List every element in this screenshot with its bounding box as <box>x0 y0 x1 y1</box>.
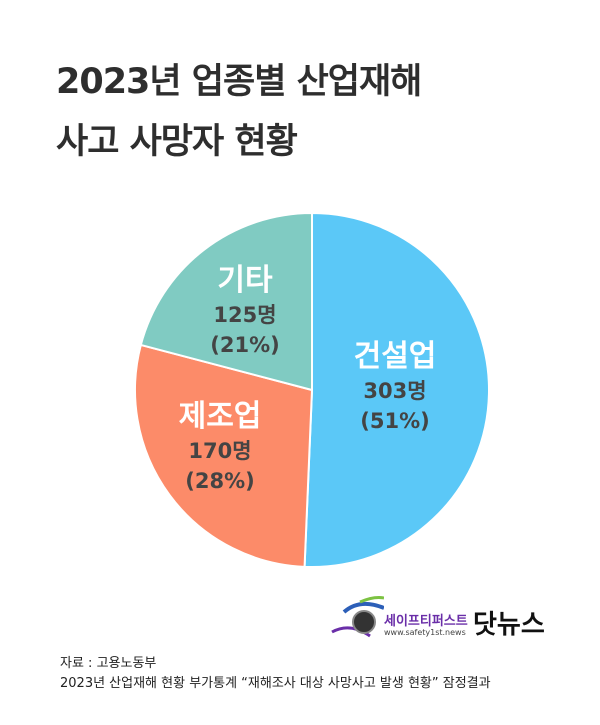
slice-label-construction: 건설업 303명 (51%) <box>354 338 437 436</box>
logo: 세이프티퍼스트 www.safety1st.news 닷뉴스 <box>330 592 570 648</box>
source-line-1: 자료 : 고용노동부 <box>60 656 157 671</box>
pie-slice-manufacturing <box>134 343 314 568</box>
percent-label: (51%) <box>360 409 430 433</box>
category-label: 기타 <box>217 263 273 298</box>
source-line-2: 2023년 산업재해 현황 부가통계 “재해조사 대상 사망사고 발생 현황” … <box>60 676 491 691</box>
source-note: 자료 : 고용노동부 2023년 산업재해 현황 부가통계 “재해조사 대상 사… <box>60 654 491 694</box>
logo-url: www.safety1st.news <box>384 628 466 637</box>
count-label: 125명 <box>213 303 277 327</box>
pie-slice-construction <box>303 211 490 568</box>
category-label: 제조업 <box>178 399 262 434</box>
pie-slice-other <box>139 211 313 392</box>
count-label: 303명 <box>363 379 427 403</box>
title-line-1: 2023년 업종별 산업재해 <box>56 62 422 102</box>
logo-name: 세이프티퍼스트 <box>384 614 468 629</box>
logo-brand: 닷뉴스 <box>473 610 545 640</box>
slice-label-manufacturing: 제조업 170명 (28%) <box>179 398 262 496</box>
slice-label-other: 기타 125명 (21%) <box>210 262 279 360</box>
count-label: 170명 <box>188 439 252 463</box>
page-title: 2023년 업종별 산업재해 사고 사망자 현황 <box>56 52 422 172</box>
title-line-2: 사고 사망자 현황 <box>56 122 298 162</box>
eye-logo-icon <box>331 596 384 638</box>
category-label: 건설업 <box>353 339 437 374</box>
percent-label: (21%) <box>210 333 280 357</box>
percent-label: (28%) <box>185 469 255 493</box>
